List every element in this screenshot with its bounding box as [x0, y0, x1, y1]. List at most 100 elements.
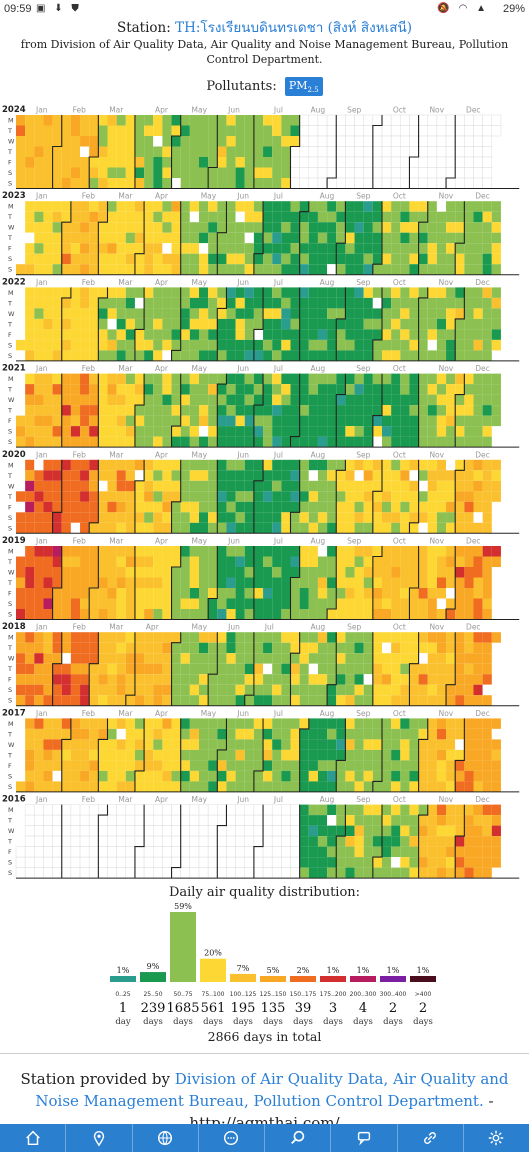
- day-cell[interactable]: [482, 436, 492, 448]
- day-cell[interactable]: [290, 577, 300, 589]
- day-cell[interactable]: [427, 846, 437, 858]
- day-cell[interactable]: [208, 739, 218, 750]
- day-cell[interactable]: [427, 470, 437, 481]
- day-cell[interactable]: [98, 318, 108, 330]
- day-cell[interactable]: [153, 653, 163, 664]
- day-cell[interactable]: [473, 781, 483, 792]
- day-cell[interactable]: [281, 405, 291, 416]
- day-cell[interactable]: [427, 836, 437, 847]
- day-cell[interactable]: [409, 846, 419, 858]
- day-cell[interactable]: [464, 846, 474, 858]
- day-cell[interactable]: [473, 632, 483, 643]
- day-cell[interactable]: [25, 728, 35, 740]
- day-cell[interactable]: [89, 770, 99, 782]
- day-cell[interactable]: [263, 297, 273, 309]
- day-cell[interactable]: [308, 394, 318, 406]
- day-cell[interactable]: [153, 718, 163, 729]
- day-cell[interactable]: [107, 436, 117, 448]
- day-cell[interactable]: [263, 436, 273, 448]
- day-cell[interactable]: [354, 642, 364, 654]
- day-cell[interactable]: [98, 867, 108, 879]
- day-cell[interactable]: [208, 211, 218, 223]
- day-cell[interactable]: [134, 350, 145, 361]
- day-cell[interactable]: [409, 642, 419, 654]
- day-cell[interactable]: [363, 264, 373, 275]
- day-cell[interactable]: [253, 770, 264, 782]
- day-cell[interactable]: [235, 415, 245, 427]
- day-cell[interactable]: [153, 588, 163, 599]
- day-cell[interactable]: [354, 815, 364, 826]
- day-cell[interactable]: [16, 653, 26, 664]
- day-cell[interactable]: [107, 253, 117, 265]
- day-cell[interactable]: [336, 405, 346, 416]
- day-cell[interactable]: [162, 588, 172, 599]
- day-cell[interactable]: [153, 232, 163, 244]
- day-cell[interactable]: [381, 177, 392, 189]
- day-cell[interactable]: [198, 867, 209, 879]
- day-cell[interactable]: [281, 373, 291, 385]
- day-cell[interactable]: [70, 825, 81, 837]
- day-cell[interactable]: [52, 480, 62, 492]
- distribution-bar[interactable]: [350, 976, 376, 982]
- day-cell[interactable]: [171, 642, 181, 654]
- day-cell[interactable]: [89, 178, 99, 189]
- day-cell[interactable]: [134, 373, 145, 385]
- day-cell[interactable]: [80, 556, 90, 568]
- day-cell[interactable]: [134, 339, 145, 351]
- day-cell[interactable]: [308, 373, 318, 385]
- day-cell[interactable]: [253, 663, 264, 675]
- day-cell[interactable]: [34, 178, 44, 189]
- day-cell[interactable]: [34, 760, 44, 771]
- day-cell[interactable]: [409, 201, 419, 212]
- day-cell[interactable]: [427, 156, 438, 168]
- day-cell[interactable]: [153, 405, 163, 416]
- day-cell[interactable]: [473, 125, 483, 137]
- day-cell[interactable]: [317, 394, 328, 406]
- day-cell[interactable]: [281, 760, 291, 771]
- day-cell[interactable]: [473, 405, 483, 416]
- day-cell[interactable]: [382, 695, 392, 706]
- day-cell[interactable]: [446, 857, 456, 868]
- day-cell[interactable]: [189, 373, 199, 385]
- day-cell[interactable]: [317, 297, 328, 309]
- day-cell[interactable]: [281, 728, 291, 740]
- day-cell[interactable]: [70, 329, 81, 340]
- day-cell[interactable]: [189, 178, 199, 189]
- day-cell[interactable]: [418, 394, 428, 406]
- day-cell[interactable]: [400, 598, 410, 610]
- day-cell[interactable]: [43, 146, 53, 158]
- day-cell[interactable]: [70, 350, 81, 361]
- day-cell[interactable]: [345, 663, 355, 675]
- day-cell[interactable]: [317, 287, 328, 298]
- day-cell[interactable]: [217, 146, 227, 158]
- day-cell[interactable]: [16, 501, 26, 513]
- day-cell[interactable]: [199, 770, 209, 782]
- day-cell[interactable]: [418, 749, 428, 761]
- day-cell[interactable]: [180, 232, 190, 244]
- day-cell[interactable]: [427, 749, 437, 761]
- day-cell[interactable]: [418, 264, 428, 275]
- day-cell[interactable]: [418, 739, 428, 750]
- day-cell[interactable]: [217, 405, 227, 416]
- day-cell[interactable]: [336, 350, 346, 361]
- day-cell[interactable]: [80, 222, 90, 233]
- day-cell[interactable]: [354, 135, 364, 147]
- day-cell[interactable]: [208, 222, 218, 233]
- day-cell[interactable]: [473, 749, 483, 761]
- day-cell[interactable]: [116, 825, 127, 837]
- day-cell[interactable]: [43, 297, 53, 309]
- day-cell[interactable]: [418, 760, 428, 771]
- day-cell[interactable]: [436, 609, 447, 620]
- day-cell[interactable]: [125, 178, 135, 189]
- day-cell[interactable]: [34, 253, 44, 265]
- day-cell[interactable]: [153, 308, 163, 319]
- day-cell[interactable]: [482, 825, 492, 837]
- day-cell[interactable]: [235, 501, 245, 513]
- day-cell[interactable]: [80, 577, 90, 589]
- day-cell[interactable]: [70, 577, 81, 589]
- day-cell[interactable]: [98, 211, 108, 223]
- day-cell[interactable]: [134, 770, 145, 782]
- day-cell[interactable]: [153, 781, 163, 792]
- day-cell[interactable]: [180, 674, 190, 685]
- day-cell[interactable]: [61, 728, 71, 740]
